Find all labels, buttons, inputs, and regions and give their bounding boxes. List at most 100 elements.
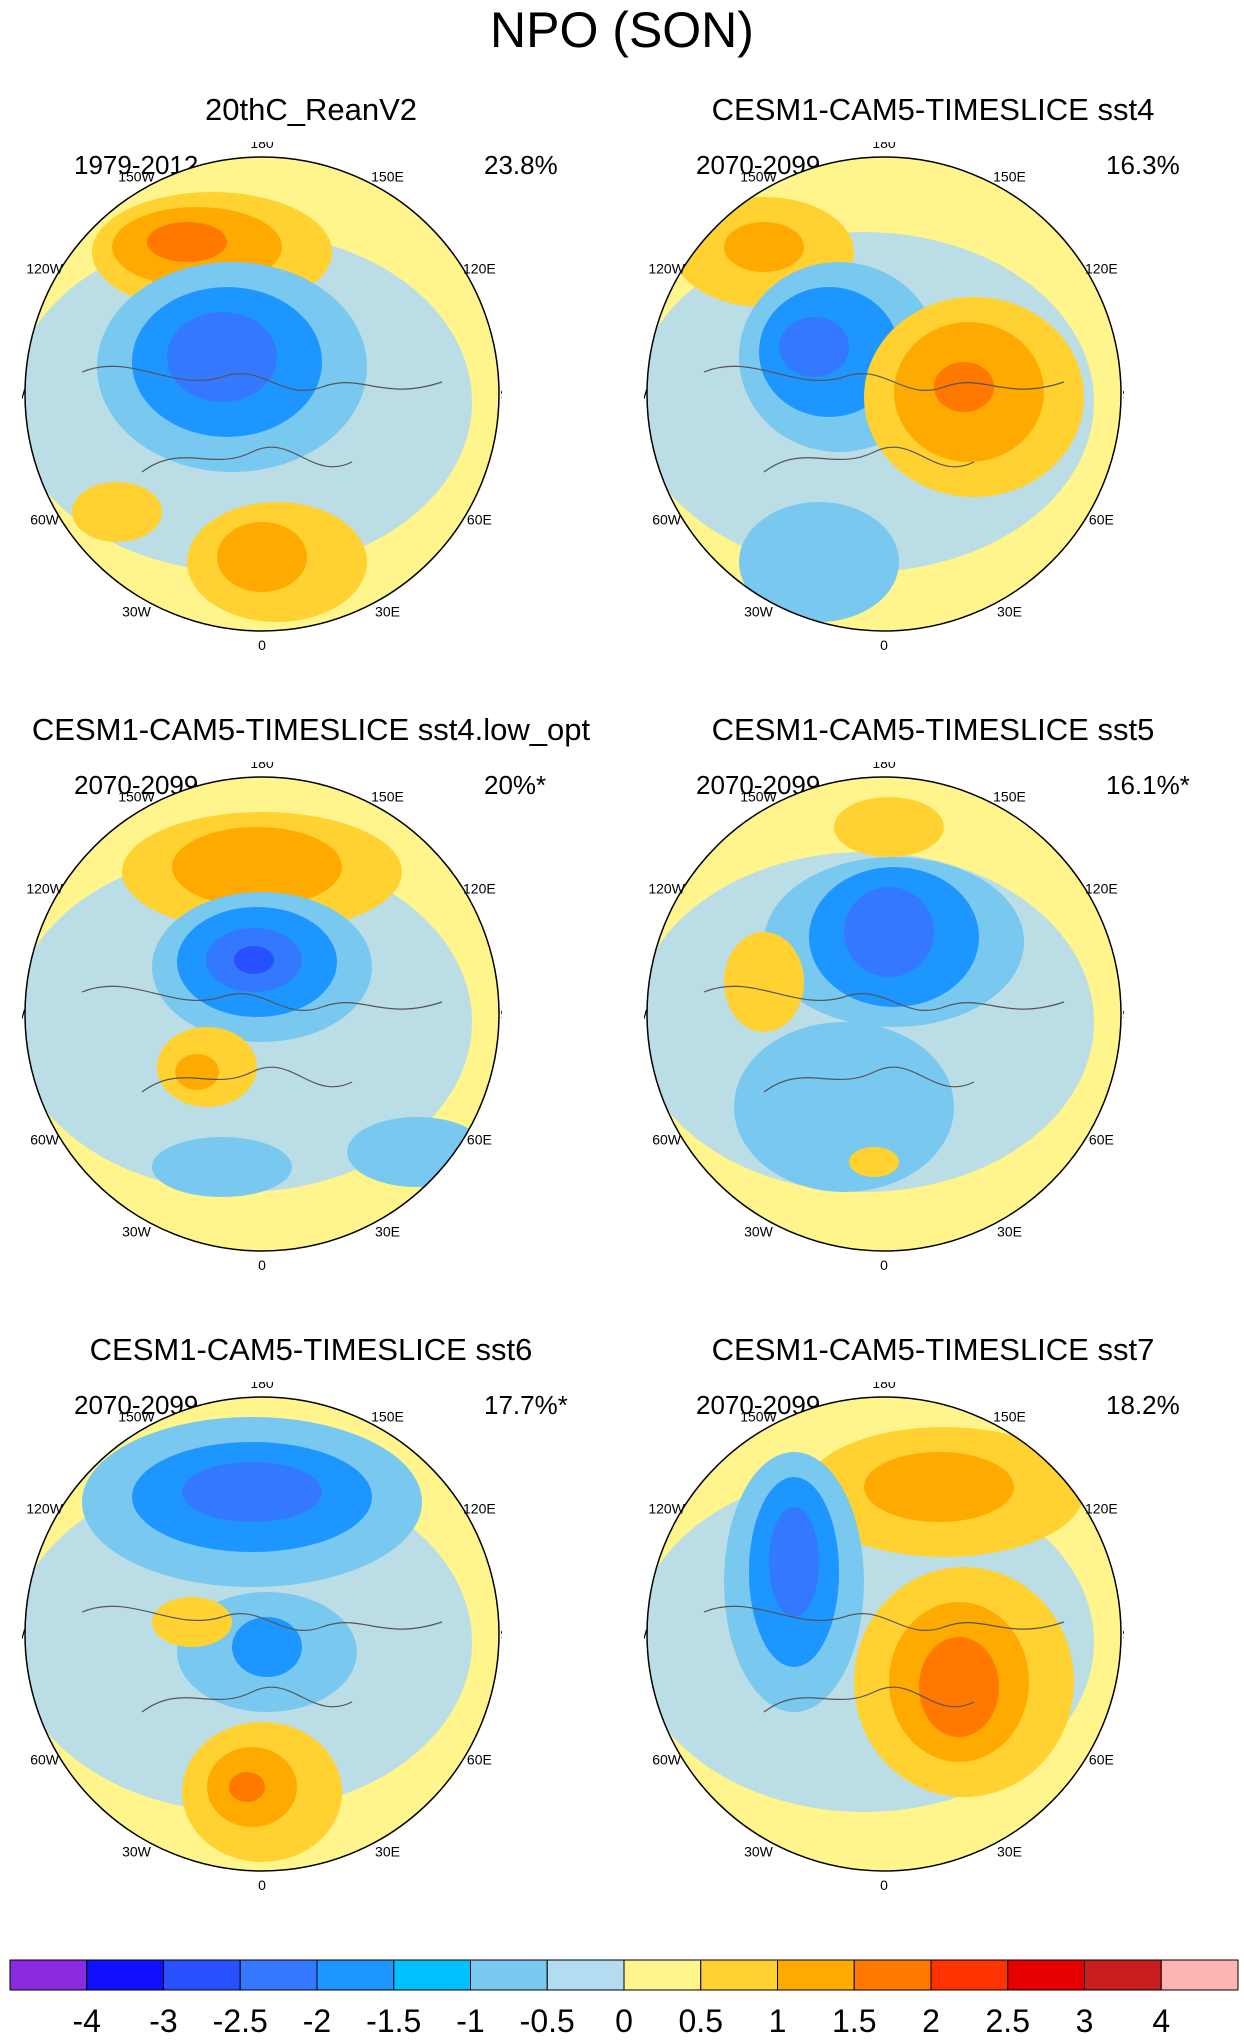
coastline [141, 1686, 353, 1713]
longitude-label: 150E [371, 169, 404, 185]
polar-map: 180 150E 120E 90E 60E 30E 0 30W 60W 90W 120W 150W [644, 762, 1124, 1272]
figure-title: NPO (SON) [490, 2, 754, 58]
anomaly-contour [724, 932, 804, 1032]
panel-title: CESM1-CAM5-TIMESLICE sst7 [711, 1332, 1155, 1367]
anomaly-contour [934, 362, 994, 412]
longitude-label: 180 [250, 1382, 274, 1391]
coastline [81, 1605, 443, 1632]
longitude-label: 30E [375, 603, 400, 619]
anomaly-contour [769, 1507, 819, 1617]
anomaly-contour [182, 1462, 322, 1522]
anomaly-contour [347, 1117, 487, 1187]
anomaly-field [25, 777, 499, 1251]
longitude-label: 30E [997, 1223, 1022, 1239]
anomaly-contour [152, 1137, 292, 1197]
longitude-label: 120W [648, 1501, 685, 1517]
colorbar-swatch [470, 1959, 548, 1991]
anomaly-contour [152, 1597, 232, 1647]
anomaly-contour [234, 946, 274, 974]
anomaly-contour [172, 827, 342, 907]
coastline [703, 985, 1065, 1012]
longitude-label: 90W [22, 1006, 26, 1022]
colorbar-tick-label: 2.5 [986, 2003, 1030, 2039]
longitude-label: 120W [26, 881, 63, 897]
anomaly-contour [779, 317, 849, 377]
panel-percent: 18.2% [1106, 1390, 1180, 1420]
colorbar-swatch [9, 1959, 88, 1991]
longitude-label: 60W [652, 512, 682, 528]
colorbar-swatch [853, 1959, 932, 1991]
anomaly-contour [175, 1054, 219, 1090]
longitude-label: 90E [501, 1626, 502, 1642]
colorbar-swatch [623, 1959, 702, 1991]
colorbar-swatch [546, 1959, 625, 1991]
map-boundary [24, 1396, 500, 1872]
anomaly-contour [864, 1452, 1014, 1522]
longitude-label: 120E [463, 261, 496, 277]
longitude-label: 150W [740, 789, 777, 805]
colorbar-tick-label: -3 [149, 2003, 177, 2039]
map-panel-6: CESM1-CAM5-TIMESLICE sst7 2070-2099 18.2% 1… [622, 1240, 1244, 1892]
longitude-label: 150E [371, 1409, 404, 1425]
polar-map: 180 150E 120E 90E 60E 30E 0 30W 60W 90W 120W 150W [22, 1382, 502, 1892]
colorbar-tick-label: 1 [769, 2003, 787, 2039]
longitude-label: 150W [118, 789, 155, 805]
colorbar-swatch [1007, 1959, 1085, 1991]
anomaly-contour [849, 1147, 899, 1177]
colorbar-swatch [777, 1959, 855, 1991]
longitude-label: 150W [118, 169, 155, 185]
colorbar-tick-label: 2 [922, 2003, 940, 2039]
map-panel-5: CESM1-CAM5-TIMESLICE sst6 2070-2099 17.7%*… [0, 1240, 622, 1892]
coastline [141, 1066, 353, 1093]
coastline [763, 446, 975, 473]
longitude-label: 120E [1085, 1501, 1118, 1517]
longitude-label: 120E [1085, 261, 1118, 277]
anomaly-contour [232, 1617, 302, 1677]
map-boundary [646, 1396, 1122, 1872]
map-boundary [24, 776, 500, 1252]
longitude-label: 150E [993, 789, 1026, 805]
map-panel-3: CESM1-CAM5-TIMESLICE sst4.low_opt 2070-20… [0, 620, 622, 1272]
longitude-label: 0 [880, 1877, 888, 1892]
anomaly-contour [724, 222, 804, 272]
colorbar-swatch [86, 1959, 164, 1991]
polar-map: 180 150E 120E 90E 60E 30E 0 30W 60W 90W 120W 150W [644, 142, 1124, 652]
longitude-label: 90E [501, 386, 502, 402]
coastline [703, 365, 1065, 392]
longitude-label: 180 [872, 762, 896, 771]
longitude-label: 90E [501, 1006, 502, 1022]
colorbar-swatch [700, 1959, 778, 1991]
colorbar-tick-label: 0 [615, 2003, 633, 2039]
coastline [763, 1686, 975, 1713]
longitude-label: 30W [122, 1843, 152, 1859]
colorbar-swatch [163, 1959, 241, 1991]
longitude-label: 60E [467, 1132, 492, 1148]
longitude-label: 90E [1123, 1626, 1124, 1642]
longitude-label: 30W [122, 1223, 152, 1239]
panel-title: CESM1-CAM5-TIMESLICE sst4.low_opt [31, 712, 591, 747]
colorbar-tick-label: -1 [456, 2003, 484, 2039]
longitude-label: 60E [1089, 1752, 1114, 1768]
colorbar-swatch [930, 1959, 1009, 1991]
longitude-label: 90W [644, 386, 648, 402]
map-boundary [646, 156, 1122, 632]
anomaly-field [647, 777, 1121, 1251]
longitude-label: 0 [258, 1877, 266, 1892]
longitude-label: 30E [375, 1223, 400, 1239]
anomaly-field [25, 157, 499, 631]
panel-percent: 20%* [484, 770, 547, 800]
anomaly-contour [217, 522, 307, 592]
longitude-label: 180 [872, 142, 896, 151]
longitude-label: 120E [463, 881, 496, 897]
longitude-label: 30W [744, 603, 774, 619]
longitude-label: 0 [880, 1257, 888, 1272]
panel-title: CESM1-CAM5-TIMESLICE sst6 [89, 1332, 533, 1367]
longitude-label: 150W [740, 169, 777, 185]
longitude-label: 90W [22, 386, 26, 402]
longitude-label: 120E [1085, 881, 1118, 897]
colorbar: -4 -3 -2.5 -2 -1.5 -1 -0.5 0 0.5 1 1.5 2 2.5 3 4 [9, 1959, 1239, 2039]
colorbar-tick-label: -4 [73, 2003, 101, 2039]
longitude-label: 60W [652, 1132, 682, 1148]
longitude-label: 90E [1123, 1006, 1124, 1022]
anomaly-field [647, 1397, 1121, 1871]
